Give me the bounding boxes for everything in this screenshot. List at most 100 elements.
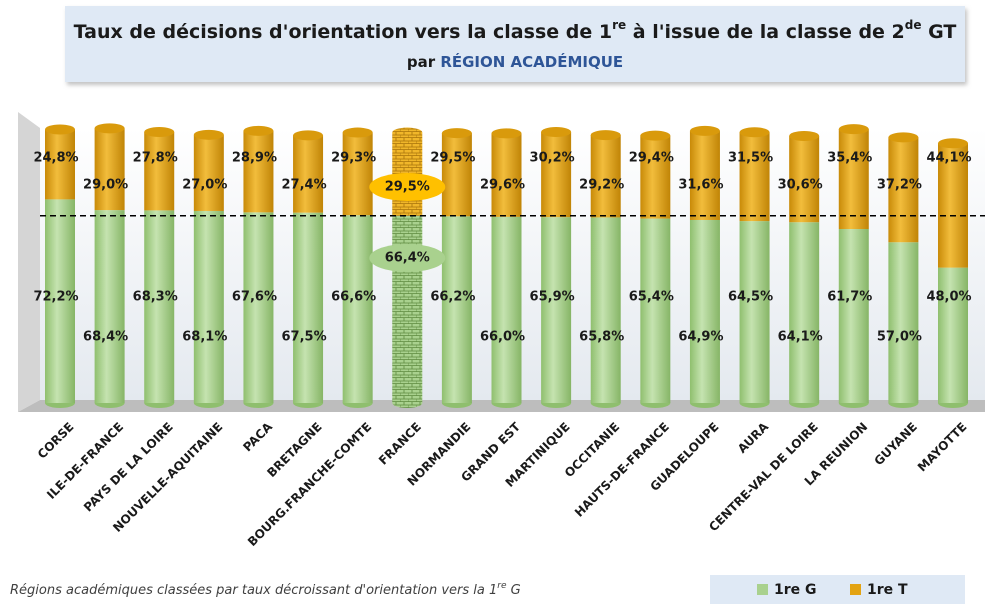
value-label: 29,0% [83,178,128,193]
bar [293,135,323,212]
bar-top [740,127,770,137]
title-box [65,6,965,82]
chart-subtitle: par RÉGION ACADÉMIQUE [407,52,623,71]
value-label: 72,2% [33,290,78,305]
bar [343,215,373,403]
bar [640,219,670,403]
text-part: de [905,18,922,32]
bar [144,132,174,210]
bar [690,220,720,403]
bar-top [591,130,621,140]
bar-top [243,126,273,136]
x-tick-label: PAYS DE LA LOIRE [81,420,176,515]
text-part: par [407,53,440,71]
bar-top [392,128,422,138]
text-part: Régions académiques classées par taux dé… [10,583,497,598]
legend-swatch [757,584,768,595]
text-part: G [507,583,521,598]
bar [492,217,522,403]
bar [541,217,571,403]
bar [243,131,273,212]
value-label: 65,9% [530,290,575,305]
bar [839,229,869,403]
value-label: 31,6% [678,178,723,193]
bar-top [789,131,819,141]
page: {"chart_data": {"type": "stacked-cylinde… [0,0,985,604]
bar [95,210,125,403]
value-label: 61,7% [827,290,872,305]
bar [690,131,720,220]
bar [938,268,968,403]
text-part: re [497,581,507,591]
legend-label: 1re G [774,582,817,598]
value-label: 68,3% [133,290,178,305]
bar [888,242,918,403]
value-label: 48,0% [926,290,971,305]
legend-box [710,575,965,604]
bar-top [45,124,75,134]
bar-top [343,128,373,138]
bar [95,128,125,210]
bar [839,129,869,229]
value-label: 29,3% [331,151,376,166]
value-label: 64,5% [728,290,773,305]
bar [243,212,273,403]
bar [591,135,621,217]
chart: Taux de décisions d'orientation vers la … [0,0,985,604]
bar [591,217,621,403]
text-part: re [612,18,626,32]
value-label: 29,4% [629,151,674,166]
value-label: 37,2% [877,178,922,193]
x-tick-label: MAYOTTE [915,420,970,475]
value-label: 28,9% [232,151,277,166]
bar [541,132,571,217]
bar [392,216,422,403]
bar-top [888,132,918,142]
value-label: 29,5% [385,180,430,195]
bar-top [442,128,472,138]
text-part: RÉGION ACADÉMIQUE [440,52,623,71]
bar [442,133,472,216]
text-part: GT [922,21,957,43]
value-label: 30,6% [778,178,823,193]
bar [194,135,224,211]
bar-top [492,128,522,138]
x-tick-label: CORSE [35,420,77,462]
bar-top [938,138,968,148]
bar [740,132,770,221]
bar-top [293,130,323,140]
value-label: 68,4% [83,330,128,345]
value-label: 64,9% [678,330,723,345]
bar-top [144,127,174,137]
x-tick-label: FRANCE [376,420,424,468]
footnote: Régions académiques classées par taux dé… [10,581,521,598]
value-label: 67,5% [282,330,327,345]
bar [740,221,770,403]
x-tick-label: PACA [240,419,275,454]
value-label: 27,8% [133,151,178,166]
value-label: 68,1% [182,330,227,345]
value-label: 65,8% [579,330,624,345]
x-tick-label: AURA [735,419,772,456]
value-label: 24,8% [33,151,78,166]
x-tick-label: GUYANE [871,420,920,469]
bar [144,210,174,403]
bar-top [95,123,125,133]
value-label: 29,6% [480,178,525,193]
legend-label: 1re T [867,582,908,598]
value-label: 29,5% [430,151,475,166]
value-label: 30,2% [530,151,575,166]
value-label: 67,6% [232,290,277,305]
value-label: 29,2% [579,178,624,193]
bar [640,136,670,219]
value-label: 65,4% [629,290,674,305]
bar-top [194,130,224,140]
text-part: à l'issue de la classe de 2 [626,21,905,43]
value-label: 27,0% [182,178,227,193]
value-label: 27,4% [282,178,327,193]
bar [343,133,373,216]
value-label: 57,0% [877,330,922,345]
bar-top [640,131,670,141]
x-tick-label: HAUTS-DE-FRANCE [572,420,672,520]
bar-top [839,124,869,134]
